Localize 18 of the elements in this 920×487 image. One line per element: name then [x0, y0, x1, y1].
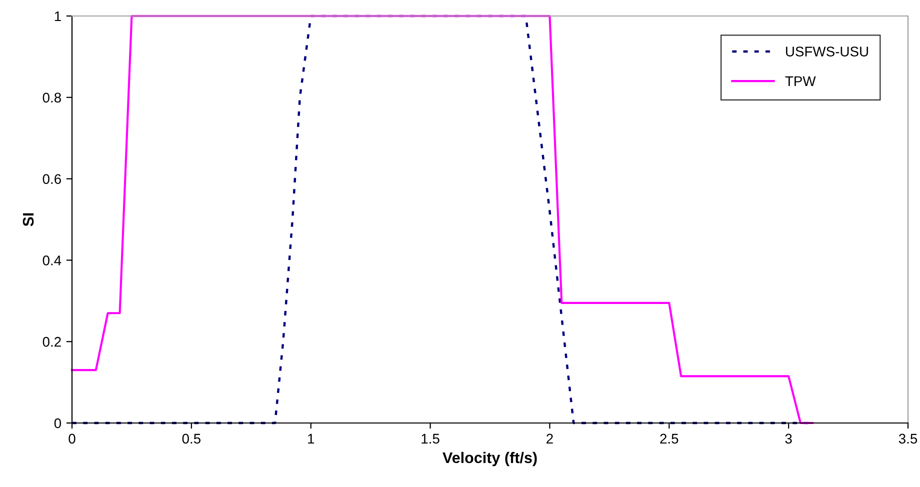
x-tick-label: 1	[308, 434, 314, 444]
x-axis-title: Velocity (ft/s)	[442, 452, 537, 466]
legend-label: TPW	[785, 76, 816, 86]
y-tick-label: 0.4	[42, 256, 62, 266]
y-tick-label: 1	[54, 11, 61, 22]
y-tick-label: 0	[54, 418, 62, 428]
x-tick-label: 2	[546, 434, 553, 444]
x-tick-label: 0.5	[182, 434, 200, 444]
x-tick-label: 1.5	[422, 434, 440, 444]
y-tick-label: 0.2	[42, 336, 61, 347]
legend-label: USFWS-USU	[786, 46, 868, 56]
x-tick-label: 2.5	[660, 434, 678, 444]
y-tick-label: 0.6	[42, 174, 61, 184]
x-tick-label: 3.5	[898, 434, 918, 444]
y-axis-title: SI	[22, 213, 34, 226]
x-tick-label: 3	[785, 434, 792, 444]
x-tick-label: 0	[68, 434, 76, 444]
y-tick-label: 0.8	[42, 92, 61, 103]
